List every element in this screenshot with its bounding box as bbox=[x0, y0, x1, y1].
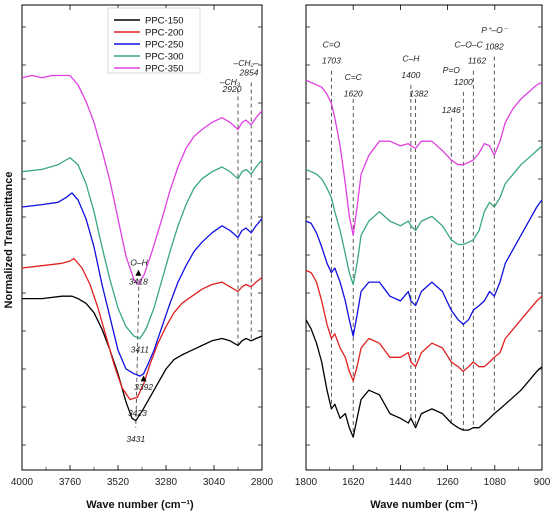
annotation-label: 1082 bbox=[485, 42, 504, 52]
annotation-label: 1703 bbox=[322, 56, 341, 66]
series-line-ppc-300 bbox=[305, 145, 543, 286]
annotation-label: 3392 bbox=[134, 382, 153, 392]
legend-label-ppc-150: PPC-150 bbox=[145, 16, 184, 27]
x-tick-label: 4000 bbox=[11, 477, 34, 488]
arrow-marker bbox=[135, 269, 142, 276]
left-panel: 4000 3760 3520 3280 3040 2800 O–H 3418 3411 3392 3… bbox=[11, 4, 274, 488]
annotation-label: 1382 bbox=[409, 89, 428, 99]
right-panel: 1800 1620 1440 1260 1080 900 C=O 1703 C=C 1620 C–H… bbox=[295, 4, 550, 488]
x-tick-label: 1080 bbox=[484, 477, 507, 488]
series-line-ppc-250 bbox=[305, 199, 543, 337]
y-axis-title: Normalized Transmittance bbox=[3, 172, 15, 309]
series-line-ppc-150 bbox=[22, 295, 263, 422]
x-tick-label: 900 bbox=[534, 477, 550, 488]
annotation-label: C–H bbox=[402, 53, 420, 63]
series-line-ppc-200 bbox=[21, 257, 263, 401]
x-tick-label: 1260 bbox=[436, 477, 459, 488]
x-tick-label: 3040 bbox=[203, 477, 226, 488]
series-line-ppc-300 bbox=[21, 157, 263, 340]
series-line-ppc-250 bbox=[21, 192, 263, 377]
x-axis-title-right: Wave number (cm⁻¹) bbox=[370, 499, 478, 511]
annotation-label: 3431 bbox=[126, 434, 145, 444]
annotation-label: –CH₂– bbox=[233, 58, 259, 68]
annotation-label: 1162 bbox=[468, 56, 487, 66]
x-tick-label: 2800 bbox=[251, 477, 274, 488]
annotation-label: 3423 bbox=[128, 408, 147, 418]
x-axis-title-left: Wave number (cm⁻¹) bbox=[86, 499, 194, 511]
annotation-label: C=O bbox=[323, 39, 341, 49]
legend-label-ppc-250: PPC-250 bbox=[145, 40, 184, 51]
annotation-label: O–H bbox=[130, 258, 148, 268]
x-tick-label: 1620 bbox=[342, 477, 365, 488]
x-tick-label: 3280 bbox=[155, 477, 178, 488]
x-tick-label: 1440 bbox=[389, 477, 412, 488]
annotation-label: C–O–C bbox=[454, 39, 483, 49]
legend-label-ppc-300: PPC-300 bbox=[145, 52, 184, 63]
annotation-label: 1246 bbox=[442, 105, 461, 115]
annotation-label: 2920 bbox=[222, 84, 242, 94]
left-plot-frame bbox=[21, 4, 263, 471]
legend-label-ppc-200: PPC-200 bbox=[145, 28, 184, 39]
x-tick-label: 1800 bbox=[295, 477, 318, 488]
series-line-ppc-350 bbox=[21, 74, 263, 286]
series-line-ppc-350 bbox=[305, 79, 543, 236]
annotation-label: P⁺–O⁻ bbox=[481, 25, 508, 35]
series-line-ppc-200 bbox=[305, 269, 543, 382]
annotation-label: 1200 bbox=[454, 77, 473, 87]
annotation-label: 1620 bbox=[344, 89, 363, 99]
annotation-label: 2854 bbox=[239, 67, 259, 77]
x-tick-label: 3760 bbox=[59, 477, 82, 488]
legend-label-ppc-350: PPC-350 bbox=[145, 64, 184, 75]
arrow-marker bbox=[140, 375, 147, 382]
annotation-label: C=C bbox=[345, 72, 363, 82]
x-tick-label: 3520 bbox=[107, 477, 130, 488]
annotation-label: –CH₃ bbox=[219, 77, 241, 87]
annotation-label: 3411 bbox=[131, 345, 150, 355]
legend-box bbox=[107, 7, 201, 74]
peak-guide-line bbox=[135, 279, 140, 428]
annotation-label: 3418 bbox=[129, 276, 148, 286]
series-line-ppc-150 bbox=[305, 319, 543, 438]
annotation-label: P=O bbox=[443, 65, 461, 75]
annotation-label: 1400 bbox=[401, 70, 420, 80]
